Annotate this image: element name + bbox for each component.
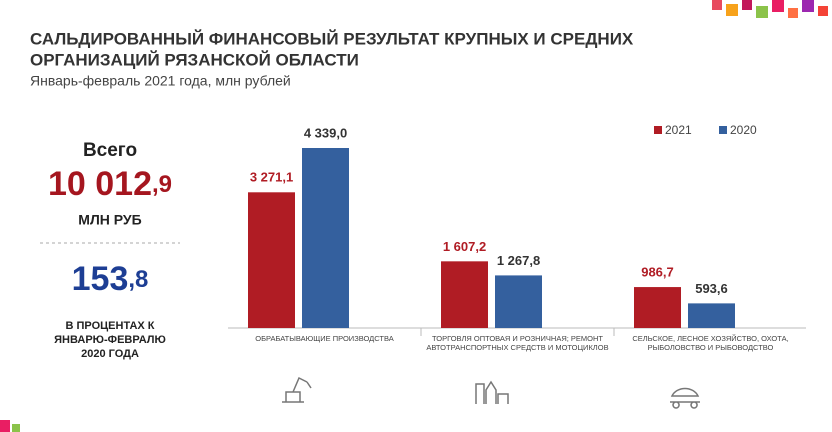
data-label: 1 607,2	[443, 239, 486, 254]
bar	[634, 287, 681, 328]
bar	[495, 275, 542, 328]
percent-note: 2020 ГОДА	[81, 348, 139, 360]
data-label: 1 267,8	[497, 253, 540, 268]
bar	[248, 192, 295, 328]
percent-main: 153	[72, 260, 129, 298]
total-decimal: ,9	[152, 171, 172, 198]
bar	[302, 148, 349, 328]
x-tick-label: СЕЛЬСКОЕ, ЛЕСНОЕ ХОЗЯЙСТВО, ОХОТА, РЫБОЛ…	[632, 334, 789, 352]
percent-value: 153,8	[72, 260, 149, 298]
legend-label: 2021	[665, 123, 692, 137]
legend-swatch	[719, 126, 727, 134]
legend-swatch	[654, 126, 662, 134]
legend-label: 2020	[730, 123, 757, 137]
total-main: 10 012	[48, 165, 152, 203]
data-label: 986,7	[641, 265, 674, 280]
data-label: 4 339,0	[304, 125, 347, 140]
total-unit: МЛН РУБ	[78, 212, 141, 228]
percent-note: В ПРОЦЕНТАХ К	[65, 320, 154, 332]
data-label: 593,6	[695, 281, 728, 296]
icons	[282, 376, 700, 409]
bar	[688, 303, 735, 328]
percent-decimal: ,8	[128, 266, 148, 293]
total-value: 10 012,9	[48, 165, 172, 203]
percent-note: ЯНВАРЮ-ФЕВРАЛЮ	[54, 334, 166, 346]
data-label: 3 271,1	[250, 170, 293, 185]
subtitle: Январь-февраль 2021 года, млн рублей	[30, 73, 291, 89]
total-label: Всего	[83, 140, 137, 161]
bar	[441, 261, 488, 328]
x-tick-label: ОБРАБАТЫВАЮЩИЕ ПРОИЗВОДСТВА	[255, 334, 394, 343]
x-tick-label: ТОРГОВЛЯ ОПТОВАЯ И РОЗНИЧНАЯ; РЕМОНТ АВТ…	[426, 334, 609, 352]
title: ОРГАНИЗАЦИЙ РЯЗАНСКОЙ ОБЛАСТИ	[30, 50, 359, 69]
title: САЛЬДИРОВАННЫЙ ФИНАНСОВЫЙ РЕЗУЛЬТАТ КРУП…	[30, 29, 634, 48]
